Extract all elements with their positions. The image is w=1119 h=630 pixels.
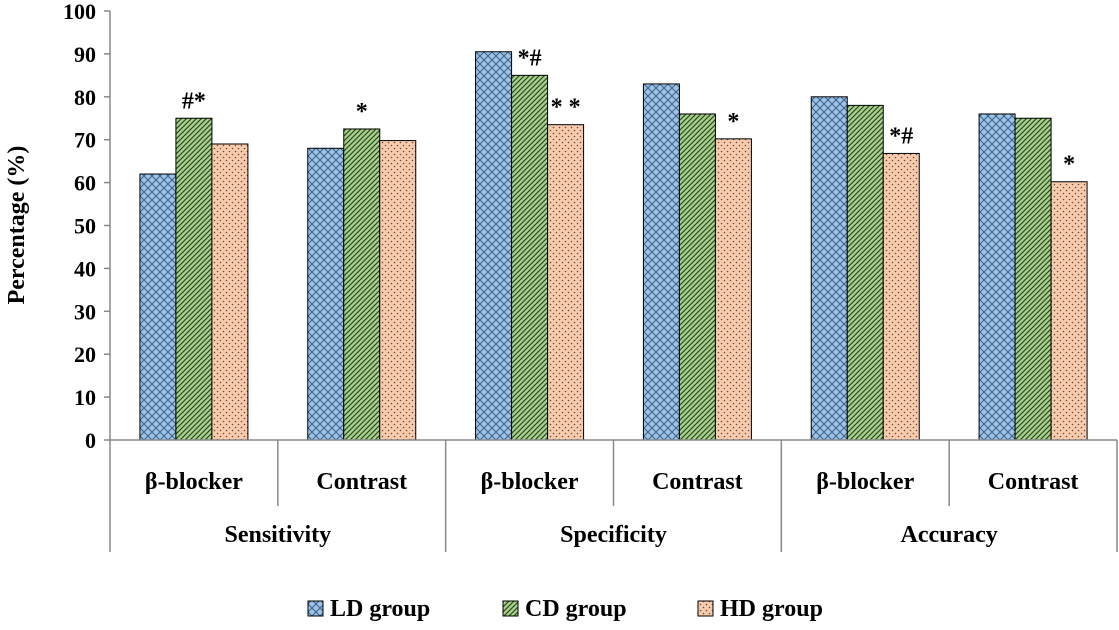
bar: [475, 51, 513, 441]
legend-swatch: [502, 600, 519, 617]
significance-annotation: #*: [182, 88, 206, 114]
x-tick-label: Contrast: [316, 469, 407, 495]
bar: [175, 117, 213, 441]
legend-swatch: [307, 600, 324, 617]
legend-label: LD group: [330, 596, 430, 622]
bar: [714, 138, 752, 441]
bar: [810, 96, 848, 441]
y-tick-label: 80: [74, 85, 96, 110]
significance-annotation: *: [727, 109, 739, 135]
x-tick-label: Contrast: [652, 469, 743, 495]
y-axis: 0 10 20 30 40 50 60 70 80 90 100: [63, 0, 111, 453]
legend-label: HD group: [720, 596, 823, 622]
group-label: Sensitivity: [224, 522, 331, 548]
x-tick-label: β-blocker: [145, 469, 243, 495]
y-tick-label: 60: [74, 171, 96, 196]
bars: [139, 51, 1088, 441]
legend-label: CD group: [525, 596, 627, 622]
legend-swatch: [697, 600, 714, 617]
legend: LD group CD group HD group: [307, 596, 823, 622]
y-tick-label: 30: [74, 299, 96, 324]
bar: [379, 140, 417, 441]
significance-annotation: *: [356, 99, 368, 125]
y-tick-label: 70: [74, 128, 96, 153]
x-axis: β-blocker Contrast β-blocker Contrast β-bloc…: [109, 439, 1118, 552]
y-tick-label: 20: [74, 342, 96, 367]
y-axis-label: Percentage (%): [4, 146, 30, 305]
significance-annotation: *#: [518, 45, 542, 71]
y-tick-label: 50: [74, 214, 96, 239]
annotations: #* * *# * * * *# *: [182, 45, 1075, 177]
bar: [846, 104, 884, 441]
bar: [511, 74, 549, 441]
significance-annotation: * *: [551, 95, 581, 121]
x-tick-label: Contrast: [988, 469, 1079, 495]
y-tick-label: 100: [63, 0, 96, 24]
x-tick-label: β-blocker: [481, 469, 579, 495]
bar: [642, 83, 680, 441]
bar: [307, 147, 345, 441]
y-tick-label: 10: [74, 385, 96, 410]
bar: [882, 152, 920, 441]
bar: [211, 143, 249, 441]
bar: [978, 113, 1016, 441]
y-tick-label: 90: [74, 42, 96, 67]
x-tick-label: β-blocker: [816, 469, 914, 495]
group-label: Specificity: [560, 522, 667, 548]
significance-annotation: *#: [889, 123, 913, 149]
bar: [139, 173, 177, 441]
bar: [678, 113, 716, 441]
bar: [1050, 181, 1088, 441]
y-tick-label: 0: [85, 428, 96, 453]
y-tick-label: 40: [74, 256, 96, 281]
bar: [343, 128, 381, 441]
bar: [1014, 117, 1052, 441]
significance-annotation: *: [1063, 152, 1075, 178]
bar: [547, 124, 585, 441]
group-label: Accuracy: [901, 522, 998, 548]
